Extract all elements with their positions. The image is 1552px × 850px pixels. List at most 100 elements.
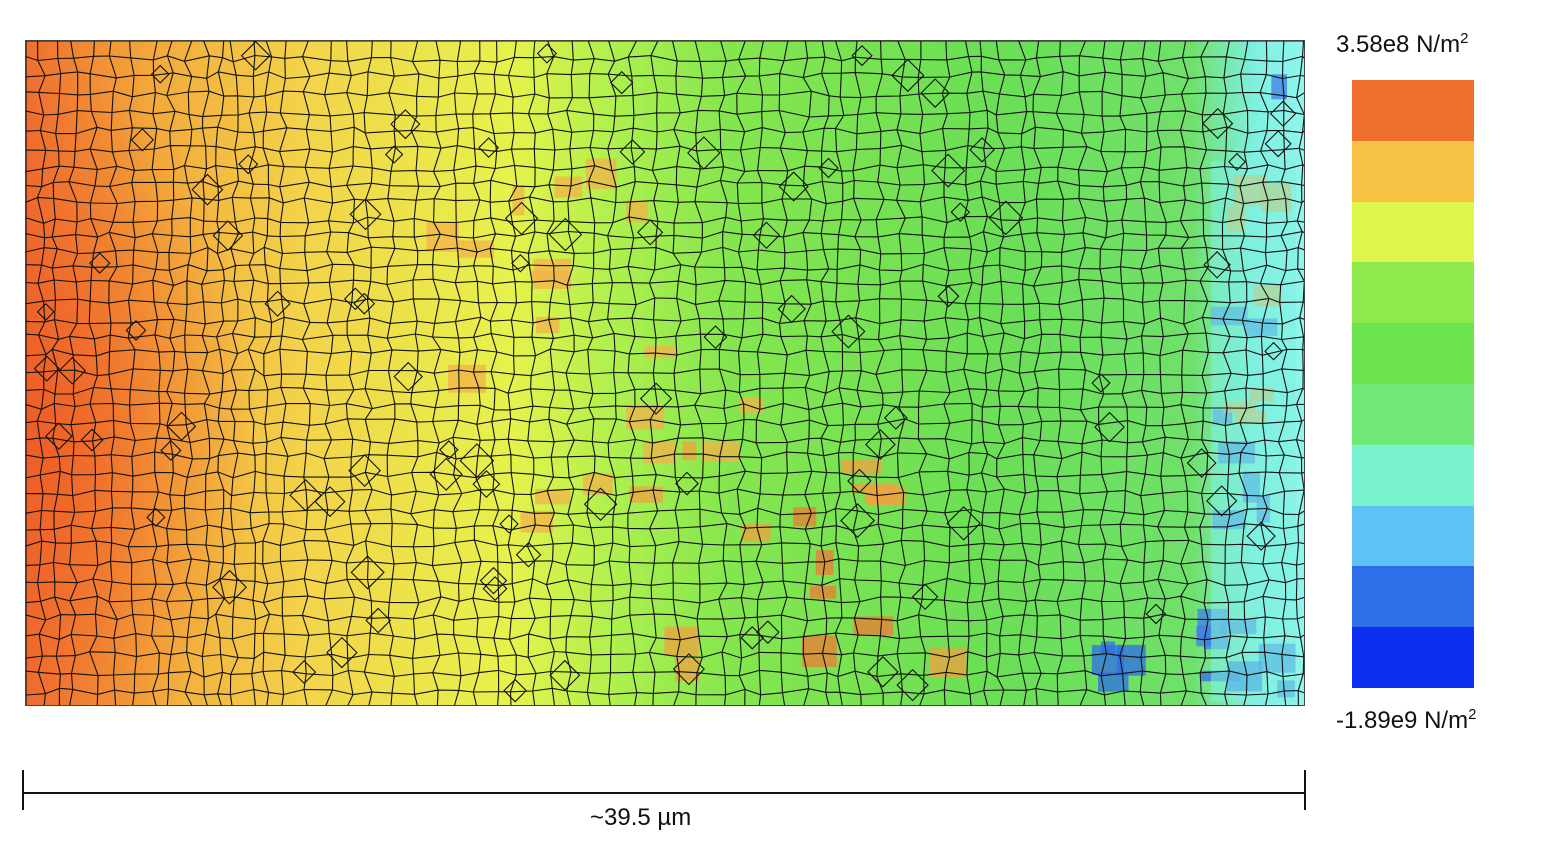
mesh-column-line [627, 41, 638, 705]
legend-min-label: -1.89e9 N/m2 [1336, 706, 1477, 734]
mesh-column-line [1295, 41, 1304, 705]
mesh-irregular-element [191, 173, 224, 206]
mesh-column-line [586, 41, 596, 705]
stress-patch [853, 616, 894, 636]
mesh-irregular-element [1091, 373, 1111, 393]
mesh-irregular-element [504, 201, 539, 236]
mesh-irregular-element [840, 503, 875, 539]
legend-band-7 [1352, 505, 1474, 567]
legend-band-3 [1352, 262, 1474, 324]
mesh-column-line [472, 41, 482, 705]
stress-patch [864, 482, 898, 504]
mesh-column-line [108, 41, 118, 705]
stress-patch [643, 441, 677, 464]
mesh-column-line [820, 41, 830, 705]
mesh-irregular-element [212, 569, 247, 605]
mesh-irregular-element [818, 157, 839, 179]
mesh-column-line [671, 41, 682, 705]
stress-patch [793, 507, 817, 527]
mesh-irregular-element [439, 440, 459, 460]
mesh-column-line [1077, 41, 1088, 705]
mesh-irregular-element [44, 422, 73, 451]
mesh-irregular-element [778, 171, 809, 202]
mesh-irregular-element [1203, 250, 1231, 279]
mesh-column-line [201, 41, 211, 705]
mesh-column-line [1199, 41, 1209, 705]
mesh-column-line [68, 41, 79, 705]
stress-patch [674, 657, 700, 681]
stress-mesh-svg [26, 41, 1304, 705]
mesh-irregular-element [1145, 603, 1167, 625]
legend-band-6 [1352, 444, 1474, 506]
mesh-irregular-element [610, 70, 634, 95]
mesh-column-line [1017, 41, 1028, 705]
legend-band-8 [1352, 566, 1474, 628]
mesh-column-line [648, 41, 659, 705]
finite-element-mesh [26, 41, 1304, 705]
mesh-irregular-element [80, 428, 104, 452]
mesh-irregular-element [1246, 521, 1276, 551]
mesh-irregular-element [350, 555, 385, 590]
mesh-irregular-element [851, 45, 873, 67]
mesh-irregular-element [1264, 341, 1283, 361]
mesh-column-line [345, 41, 356, 705]
mesh-irregular-element [393, 361, 424, 392]
stress-patch [664, 626, 699, 656]
stress-patch [682, 441, 697, 461]
stress-patch [426, 222, 459, 252]
mesh-column-line [607, 41, 617, 705]
mesh-irregular-element [865, 429, 896, 460]
mesh-irregular-element [125, 319, 147, 341]
mesh-irregular-element [160, 439, 182, 462]
mesh-irregular-element [365, 607, 392, 634]
mesh-irregular-element [390, 109, 421, 140]
mesh-column-line [1179, 41, 1190, 705]
stress-patch [742, 523, 771, 542]
mesh-irregular-element [687, 136, 721, 170]
mesh-irregular-element [536, 43, 558, 64]
mesh-column-line [127, 41, 138, 705]
mesh-column-line [917, 41, 928, 705]
mesh-irregular-element [499, 514, 519, 534]
mesh-column-line [1156, 41, 1167, 705]
mesh-irregular-element [1228, 152, 1246, 171]
mesh-irregular-element [429, 457, 463, 491]
mesh-column-line [1277, 41, 1288, 705]
mesh-column-line [963, 41, 973, 705]
mesh-column-line [565, 41, 575, 705]
mesh-column-line [941, 41, 951, 705]
mesh-irregular-element [478, 137, 500, 159]
mesh-irregular-element [931, 153, 966, 188]
mesh-irregular-element [988, 200, 1024, 236]
mesh-irregular-element [911, 583, 939, 611]
mesh-irregular-element [548, 217, 583, 252]
mesh-irregular-element [264, 290, 291, 317]
mesh-irregular-element [348, 454, 382, 487]
mesh-irregular-element [1202, 107, 1234, 139]
legend-band-4 [1352, 323, 1474, 384]
mesh-irregular-element [549, 659, 581, 691]
mesh-irregular-element [777, 294, 806, 324]
mesh-column-line [834, 41, 845, 705]
mesh-irregular-element [58, 356, 87, 385]
mesh-irregular-element [756, 620, 780, 644]
mesh-irregular-element [675, 471, 699, 496]
mesh-irregular-element [349, 198, 382, 231]
mesh-irregular-element [1264, 130, 1292, 158]
mesh-irregular-element [36, 302, 55, 321]
mesh-column-line [875, 41, 885, 705]
stress-contour-plot [25, 40, 1305, 706]
mesh-irregular-element [1206, 485, 1238, 517]
mesh-irregular-element [146, 507, 166, 527]
mesh-irregular-element [937, 285, 960, 308]
mesh-column-line [1119, 41, 1129, 705]
mesh-column-line [507, 41, 518, 705]
legend-band-2 [1352, 201, 1474, 263]
mesh-irregular-element [240, 41, 271, 71]
scale-bar-right-tick [1304, 770, 1306, 810]
mesh-column-line [526, 41, 537, 705]
mesh-column-line [323, 41, 334, 705]
scale-bar-line [22, 792, 1306, 794]
mesh-column-line [979, 41, 989, 705]
stress-patch [554, 176, 583, 198]
